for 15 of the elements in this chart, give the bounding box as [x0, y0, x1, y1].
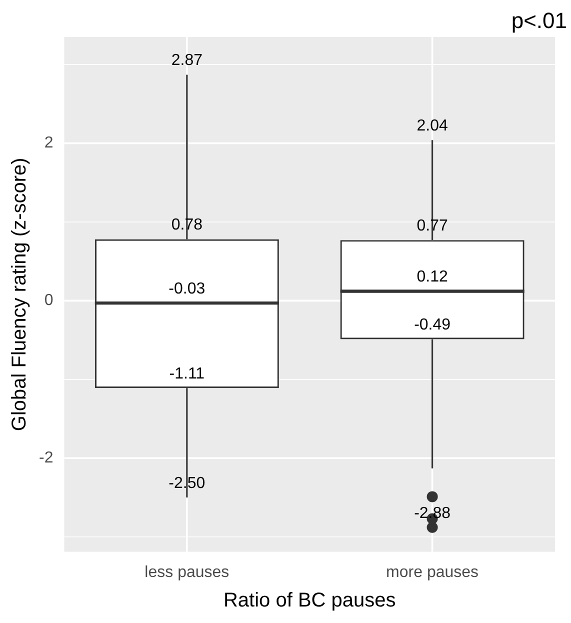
annotation: 0.12 [416, 268, 448, 286]
x-tick-label: more pauses [386, 564, 479, 581]
x-axis-title: Ratio of BC pauses [223, 590, 396, 612]
annotation: -0.49 [414, 316, 451, 334]
annotation: -2.88 [414, 504, 451, 522]
annotation: -1.11 [169, 365, 205, 382]
annotation: -0.03 [168, 280, 206, 298]
y-tick-label: 2 [44, 134, 54, 152]
annotation: 2.87 [171, 52, 203, 70]
y-tick-label: 0 [44, 292, 54, 310]
y-tick-label: -2 [38, 450, 54, 467]
text: p<.01 [511, 8, 567, 34]
y-axis-title: Global Fluency rating (z-score) [8, 158, 31, 432]
x-tick-label: less pauses [144, 564, 230, 581]
annotation: 2.04 [416, 118, 448, 135]
